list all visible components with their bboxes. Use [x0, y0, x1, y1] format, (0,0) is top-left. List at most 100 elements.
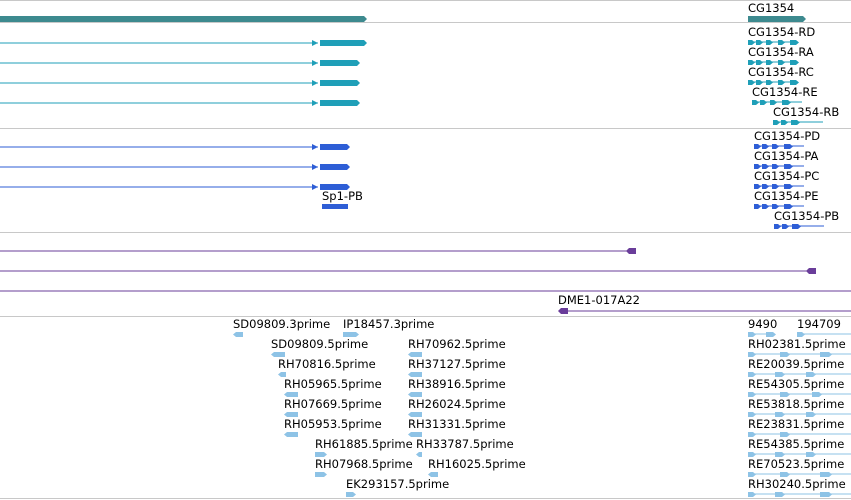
est-label[interactable]: RE53818.5prime: [748, 397, 845, 411]
mrna-label[interactable]: CG1354-RE: [752, 85, 818, 99]
transcript-RE-exon: [760, 100, 767, 105]
protein-exon: [322, 204, 348, 209]
protein-label[interactable]: CG1354-PD: [754, 129, 821, 143]
mrna-label[interactable]: CG1354-RB: [773, 105, 840, 119]
est-label[interactable]: IP18457.3prime: [343, 317, 435, 331]
gene-label[interactable]: CG1354: [748, 1, 795, 15]
est-label[interactable]: EK293157.5prime: [346, 477, 450, 491]
est-label[interactable]: RH07968.5prime: [315, 457, 413, 471]
est-feature: [278, 372, 286, 377]
protein-PD-exon: [784, 144, 793, 149]
track-separator: [0, 316, 851, 317]
protein-label[interactable]: Sp1-PB: [322, 189, 363, 203]
protein-PA-exon: [772, 164, 779, 169]
track-separator: [0, 232, 851, 233]
clone-end: [806, 268, 816, 274]
est-label[interactable]: RH16025.5prime: [428, 457, 526, 471]
est-feature: [408, 372, 422, 377]
est-feature: [233, 332, 243, 337]
est-label[interactable]: 194709: [797, 317, 841, 331]
mrna-label[interactable]: CG1354-RD: [748, 25, 816, 39]
transcript-RB-exon: [773, 120, 780, 125]
mrna-label[interactable]: CG1354-RA: [748, 45, 814, 59]
protein-PE-exon: [762, 204, 769, 209]
protein-PD-exon: [754, 144, 761, 149]
protein-exon: [320, 184, 350, 190]
est-label[interactable]: RH33787.5prime: [416, 437, 514, 451]
est-label[interactable]: RH02381.5prime: [748, 337, 846, 351]
transcript-arrow: [312, 80, 318, 86]
protein-PC-exon: [762, 184, 769, 189]
track-separator: [0, 22, 851, 23]
protein-PC-exon: [772, 184, 779, 189]
est-feature: [820, 492, 832, 497]
est-label[interactable]: RH30240.5prime: [748, 477, 846, 491]
est-feature: [748, 432, 756, 437]
est-label[interactable]: RE54385.5prime: [748, 437, 845, 451]
transcript-arrow: [312, 100, 318, 106]
est-label[interactable]: RE54305.5prime: [748, 377, 845, 391]
est-feature: [775, 492, 785, 497]
transcript-exon: [320, 80, 360, 86]
protein-PE-exon: [754, 204, 761, 209]
transcript-RC-exon: [790, 80, 799, 85]
protein-label[interactable]: CG1354-PA: [754, 149, 819, 163]
protein-PA-exon: [754, 164, 761, 169]
est-label[interactable]: RH26024.5prime: [408, 397, 506, 411]
est-label[interactable]: 9490: [748, 317, 778, 331]
gene-model: [0, 16, 367, 22]
est-label[interactable]: RH38916.5prime: [408, 377, 506, 391]
est-feature: [748, 412, 756, 417]
est-label[interactable]: RH07669.5prime: [284, 397, 382, 411]
clone-end: [626, 248, 636, 254]
est-label[interactable]: RE70523.5prime: [748, 457, 845, 471]
clone-label[interactable]: DME1-017A22: [558, 293, 640, 307]
est-label[interactable]: RH70816.5prime: [278, 357, 376, 371]
protein-arrow: [312, 144, 318, 150]
protein-PA-exon: [784, 164, 793, 169]
protein-PA-exon: [762, 164, 769, 169]
est-label[interactable]: RH31331.5prime: [408, 417, 506, 431]
est-label[interactable]: RH37127.5prime: [408, 357, 506, 371]
est-label[interactable]: RH61885.5prime: [315, 437, 413, 451]
transcript-RE-exon: [752, 100, 759, 105]
est-label[interactable]: RH05953.5prime: [284, 417, 382, 431]
transcript-exon: [320, 60, 360, 66]
protein-PE-exon: [784, 204, 793, 209]
est-feature: [408, 392, 422, 397]
est-label[interactable]: RH70962.5prime: [408, 337, 506, 351]
est-label[interactable]: SD09809.5prime: [271, 337, 369, 351]
protein-PD-exon: [762, 144, 769, 149]
est-feature: [408, 412, 422, 417]
track-separator: [0, 0, 851, 1]
protein-label[interactable]: CG1354-PE: [754, 189, 819, 203]
est-feature: [780, 392, 790, 397]
est-feature: [806, 412, 816, 417]
est-feature: [748, 332, 756, 337]
est-feature: [343, 332, 359, 337]
transcript-RD-exon: [778, 40, 785, 45]
transcript-RC-exon: [756, 80, 763, 85]
est-feature: [315, 472, 327, 477]
est-label[interactable]: RH05965.5prime: [284, 377, 382, 391]
est-feature: [748, 452, 756, 457]
transcript-RA-exon: [748, 60, 755, 65]
transcript-RA-exon: [790, 60, 799, 65]
est-label[interactable]: SD09809.3prime: [233, 317, 331, 331]
transcript-RC-exon: [748, 80, 755, 85]
protein-PE-exon: [772, 204, 779, 209]
est-feature: [775, 452, 785, 457]
est-feature: [820, 352, 832, 357]
mrna-label[interactable]: CG1354-RC: [748, 65, 814, 79]
est-label[interactable]: RE20039.5prime: [748, 357, 845, 371]
transcript-RC-exon: [778, 80, 785, 85]
protein-PB-exon: [782, 224, 789, 229]
track-separator: [0, 498, 851, 499]
transcript-RD-exon: [756, 40, 763, 45]
protein-label[interactable]: CG1354-PC: [754, 169, 820, 183]
est-label[interactable]: RE23831.5prime: [748, 417, 845, 431]
protein-label[interactable]: CG1354-PB: [774, 209, 840, 223]
est-feature: [748, 372, 756, 377]
